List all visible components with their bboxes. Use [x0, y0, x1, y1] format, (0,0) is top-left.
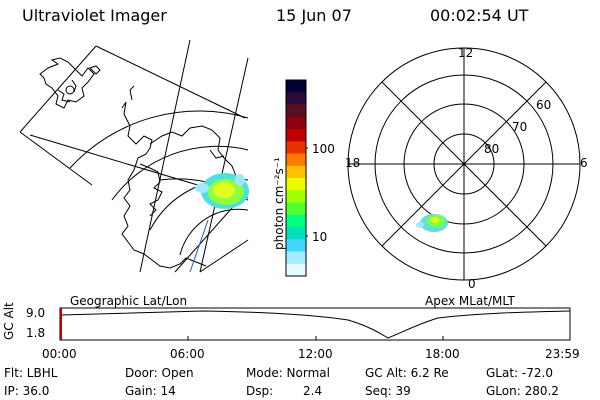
time-tick-0600: 06:00 — [170, 347, 205, 361]
observation-date: 15 Jun 07 — [276, 6, 352, 25]
filter-info: Flt: LBHL — [4, 366, 58, 380]
mlat-60-label: 60 — [536, 98, 552, 112]
colorbar-segment — [286, 190, 306, 203]
ip-info: IP: 36.0 — [4, 384, 50, 398]
alt-max-label: 9.0 — [26, 306, 46, 320]
time-tick-1200: 12:00 — [298, 347, 333, 361]
apex-label: Apex MLat/MLT — [425, 294, 515, 308]
colorbar-segment — [286, 104, 306, 118]
colorbar-tick-10: 10 — [312, 230, 328, 244]
colorbar-segment — [286, 239, 306, 252]
colorbar-unit-label: photon cm⁻²s⁻¹ — [272, 157, 286, 250]
colorbar-segment — [286, 129, 306, 142]
glon-info: GLon: 280.2 — [486, 384, 559, 398]
door-info: Door: Open — [125, 366, 194, 380]
seq-info: Seq: 39 — [365, 384, 411, 398]
mlt-0-label: 0 — [468, 277, 476, 291]
colorbar-segment — [286, 141, 306, 154]
mlat-70-label: 70 — [512, 120, 528, 134]
colorbar-tick-100: 100 — [312, 142, 335, 156]
gc-alt-axis-label: GC Alt — [2, 302, 16, 340]
mode-info: Mode: Normal — [246, 366, 330, 380]
colorbar-segment — [286, 92, 306, 105]
alt-min-label: 1.8 — [26, 326, 46, 340]
colorbar-segment — [286, 153, 306, 167]
time-tick-0000: 00:00 — [42, 347, 77, 361]
time-tick-1800: 18:00 — [425, 347, 460, 361]
colorbar — [285, 79, 308, 277]
time-tick-2359: 23:59 — [545, 347, 580, 361]
mlt-6-label: 6 — [580, 156, 588, 170]
dsp-value: 2.4 — [303, 384, 323, 398]
geographic-map — [19, 40, 249, 273]
colorbar-segment — [286, 227, 306, 240]
gain-info: Gain: 14 — [125, 384, 176, 398]
colorbar-segment — [286, 251, 306, 265]
altitude-plot — [59, 307, 571, 341]
colorbar-segment — [286, 202, 306, 216]
colorbar-segment — [286, 178, 306, 191]
geographic-label: Geographic Lat/Lon — [70, 294, 188, 308]
colorbar-segment — [286, 116, 306, 130]
gc-alt-info: GC Alt: 6.2 Re — [365, 366, 449, 380]
glat-info: GLat: -72.0 — [486, 366, 553, 380]
colorbar-segment — [286, 263, 306, 277]
instrument-title: Ultraviolet Imager — [22, 6, 167, 25]
mlt-18-label: 18 — [345, 156, 361, 170]
colorbar-segment — [286, 165, 306, 179]
polar-plot — [347, 47, 581, 281]
colorbar-segment — [286, 80, 306, 93]
mlat-80-label: 80 — [484, 142, 500, 156]
observation-time: 00:02:54 UT — [430, 6, 529, 25]
colorbar-segment — [286, 214, 306, 228]
mlt-12-label: 12 — [458, 46, 474, 60]
dsp-label: Dsp: — [246, 384, 274, 398]
